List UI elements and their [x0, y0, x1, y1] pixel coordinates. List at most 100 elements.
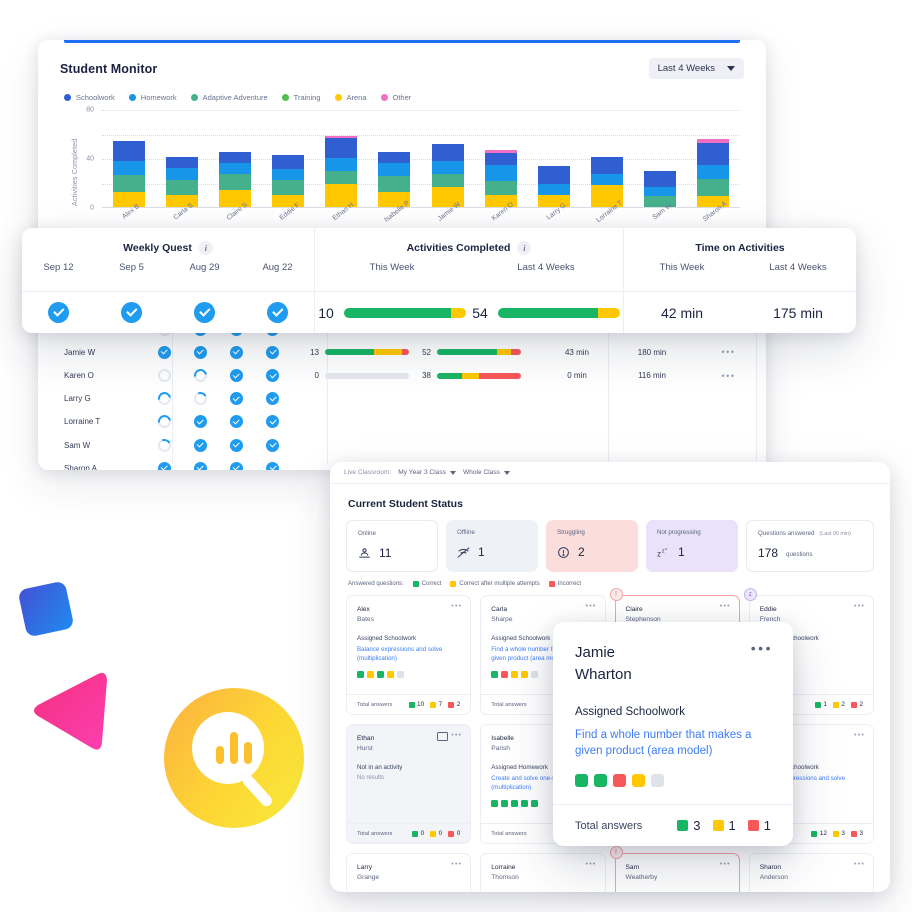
- bar-column[interactable]: [262, 110, 315, 208]
- card-total-label: Total answers: [357, 830, 393, 837]
- legend-item[interactable]: Adaptive Adventure: [190, 93, 268, 102]
- bar-column[interactable]: [581, 110, 634, 208]
- class-select[interactable]: My Year 3 Class: [398, 469, 456, 476]
- bar-segment: [431, 144, 464, 162]
- activities-this-week-value: 10: [318, 304, 334, 321]
- student-card[interactable]: ••• Sharon Anderson: [748, 853, 874, 892]
- bar-segment: [165, 179, 198, 195]
- status-card-struggling[interactable]: Struggling 2: [546, 520, 638, 572]
- bar-segment: [218, 173, 251, 190]
- info-icon[interactable]: i: [517, 241, 532, 255]
- legend-item[interactable]: Homework: [128, 93, 177, 102]
- group-select[interactable]: Whole Class: [463, 469, 510, 476]
- this-week-count: 13: [310, 347, 319, 357]
- status-card-not-progressing[interactable]: Not progressing z z z 1: [646, 520, 738, 572]
- quest-complete-icon: [194, 302, 215, 323]
- bar-column[interactable]: [208, 110, 261, 208]
- progress-segment: [343, 307, 452, 318]
- bar-column[interactable]: [368, 110, 421, 208]
- table-divider: [172, 248, 173, 464]
- student-card[interactable]: ••• Lorraine Thomson: [480, 853, 606, 892]
- table-row[interactable]: Lorraine T: [38, 410, 766, 433]
- progress-segment: [497, 307, 598, 318]
- people-icon: [359, 547, 370, 558]
- bar-column[interactable]: [421, 110, 474, 208]
- bar-column[interactable]: [634, 110, 687, 208]
- status-card-offline[interactable]: Offline 1: [446, 520, 538, 572]
- card-activity-link[interactable]: Create and solve one-step (multiplicatio…: [491, 775, 564, 792]
- student-card[interactable]: ! ••• Sam Weatherby: [609, 846, 740, 892]
- wifi-off-icon: [457, 546, 470, 558]
- summary-overlay-card: Weekly Quest i Sep 12 Sep 5 Aug 29 Aug 22 A…: [22, 228, 856, 333]
- card-overflow-menu-icon[interactable]: •••: [451, 861, 463, 868]
- table-row[interactable]: Jamie W 13 52 43 min 180 min •••: [38, 341, 766, 364]
- table-row[interactable]: Sharon A: [38, 457, 766, 470]
- date-range-select[interactable]: Last 4 Weeks: [648, 58, 744, 79]
- stacked-bar: [218, 151, 251, 208]
- student-first-name: Eddie: [759, 606, 777, 613]
- card-overflow-menu-icon[interactable]: •••: [451, 732, 463, 739]
- card-overflow-menu-icon[interactable]: •••: [719, 603, 731, 610]
- card-activity-link[interactable]: Find a whole number that makes a given p…: [491, 646, 587, 663]
- bar-column[interactable]: [315, 110, 368, 208]
- status-card-online[interactable]: Online 11: [346, 520, 438, 572]
- last4-cell: 52: [413, 348, 541, 357]
- legend-item[interactable]: Schoolwork: [64, 93, 115, 102]
- student-last-name: Hurst: [357, 745, 373, 753]
- card-overflow-menu-icon[interactable]: •••: [854, 603, 865, 610]
- legend-swatch: [450, 581, 457, 587]
- bar-column[interactable]: [687, 110, 740, 208]
- card-overflow-menu-icon[interactable]: •••: [585, 861, 597, 868]
- total-swatch: [832, 830, 839, 837]
- card-footer: 12 3 3: [749, 823, 873, 843]
- popover-activity-link[interactable]: Find a whole number that makes a given p…: [575, 728, 752, 758]
- bar-column[interactable]: [155, 110, 208, 208]
- table-row[interactable]: Karen O 0 38 0 min 116 min •••: [38, 364, 766, 387]
- card-overflow-menu-icon[interactable]: •••: [451, 603, 463, 610]
- row-overflow-menu-icon[interactable]: •••: [721, 370, 736, 381]
- student-card[interactable]: ••• Larry Grange: [346, 853, 472, 892]
- this-week-bar: [325, 349, 409, 356]
- status-label: Struggling: [557, 529, 585, 536]
- total-entry: 0: [412, 830, 424, 837]
- card-activity-link[interactable]: Balance expressions and solve (multiplic…: [357, 646, 443, 663]
- bar-segment: [644, 187, 677, 196]
- legend-item[interactable]: Training: [281, 93, 321, 102]
- card-activity-link[interactable]: No results: [357, 775, 385, 782]
- quest-status-icon: [230, 392, 244, 406]
- overflow-menu-icon[interactable]: •••: [750, 640, 773, 656]
- bar-column[interactable]: [474, 110, 527, 208]
- quest-status-icon: [157, 345, 171, 359]
- quest-status-icon: [266, 438, 280, 452]
- activities-title: Activities Completed i: [315, 228, 623, 262]
- bar-segment: [431, 187, 464, 208]
- student-name-cell: Lorraine T: [64, 417, 101, 427]
- legend-item[interactable]: Other: [380, 93, 411, 102]
- card-overflow-menu-icon[interactable]: •••: [585, 603, 597, 610]
- student-name-cell: Larry G: [64, 394, 91, 404]
- table-row[interactable]: Larry G: [38, 387, 766, 410]
- row-overflow-menu-icon[interactable]: •••: [721, 347, 736, 358]
- card-overflow-menu-icon[interactable]: •••: [719, 861, 731, 868]
- table-row[interactable]: Sam W: [38, 434, 766, 457]
- bar-segment: [112, 192, 145, 208]
- time-values: 42 min 175 min: [624, 292, 856, 333]
- student-card[interactable]: ••• Ethan Hurst Not in an activity No result…: [346, 724, 472, 844]
- total-entry: 10: [408, 701, 424, 708]
- card-overflow-menu-icon[interactable]: •••: [854, 861, 865, 868]
- bar-column[interactable]: [102, 110, 155, 208]
- legend-item[interactable]: Arena: [334, 93, 367, 102]
- card-footer: Total answers 0 0 0: [347, 823, 471, 843]
- student-card[interactable]: ••• Alex Bates Assigned Schoolwork Balance e…: [346, 595, 472, 715]
- last4-time: 116 min: [638, 371, 666, 381]
- quest-status-icon: [266, 345, 280, 359]
- gridline: [102, 183, 740, 185]
- card-assignment-label: Not in an activity: [357, 764, 403, 772]
- info-icon[interactable]: i: [198, 241, 213, 255]
- quest-cells: [146, 436, 291, 454]
- student-first-name: Claire: [625, 606, 643, 613]
- bar-column[interactable]: [527, 110, 580, 208]
- card-activity-link[interactable]: Balance expressions and solve: [759, 775, 846, 783]
- card-overflow-menu-icon[interactable]: •••: [854, 732, 865, 739]
